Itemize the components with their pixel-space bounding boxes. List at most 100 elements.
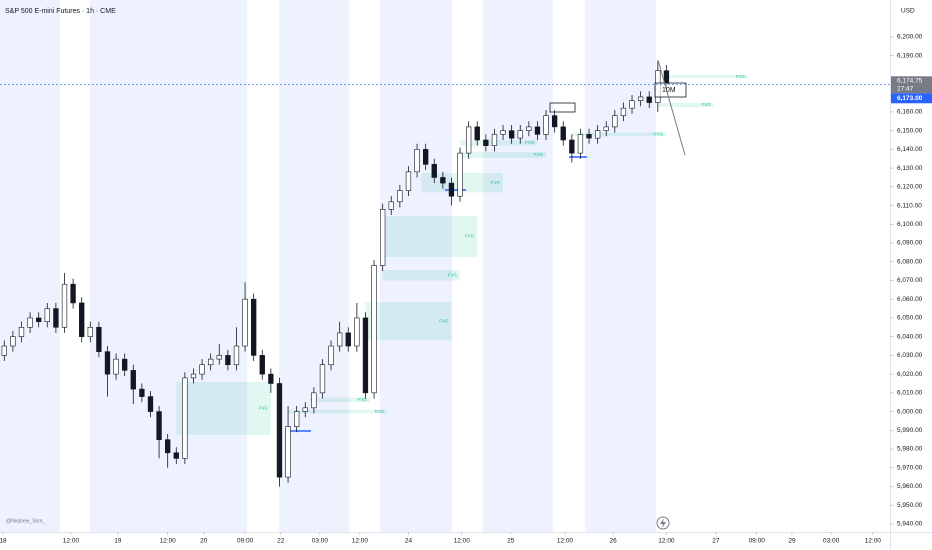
- fvg-label: FVG: [465, 234, 475, 239]
- candle-body: [362, 317, 369, 394]
- candle-body: [448, 182, 455, 197]
- fvg-zone: [666, 75, 749, 79]
- candle-body: [61, 283, 68, 328]
- fvg-zone: [309, 397, 370, 403]
- candle-body: [1, 345, 7, 356]
- watermark: @Nephew_Sam_: [6, 518, 45, 524]
- fvg-label: FVG: [525, 140, 535, 145]
- candle-body: [36, 317, 42, 322]
- fvg-zone: [288, 409, 387, 414]
- x-tick-label: 20: [200, 538, 208, 545]
- candle-body: [285, 426, 291, 478]
- y-tick-label: 6,060.00: [897, 296, 923, 303]
- candle-body: [577, 134, 584, 154]
- candle-body: [208, 358, 214, 366]
- fvg-zone: [460, 140, 538, 146]
- candle-body: [147, 396, 154, 412]
- candle-body: [225, 355, 231, 366]
- candle-body: [122, 358, 128, 371]
- candle-body: [431, 164, 437, 178]
- candle-body: [345, 332, 351, 347]
- y-tick-label: 6,120.00: [897, 184, 923, 191]
- y-tick-label: 6,100.00: [897, 221, 923, 228]
- candle-body: [53, 308, 59, 328]
- fvg-zone: [571, 132, 667, 137]
- candle-body: [620, 107, 627, 116]
- session-band: [0, 0, 60, 532]
- candle-body: [294, 411, 300, 427]
- currency: USD: [901, 8, 915, 15]
- x-tick-label: 25: [507, 538, 515, 545]
- candle-body: [87, 326, 93, 337]
- session-band: [380, 0, 452, 532]
- candle-body: [139, 388, 145, 397]
- candle-body: [199, 364, 205, 375]
- candle-body: [216, 355, 222, 360]
- candle-body: [328, 345, 334, 366]
- sessions: [0, 0, 656, 532]
- candle-body: [483, 139, 489, 146]
- candle-body: [663, 70, 670, 85]
- candle-body: [637, 96, 644, 101]
- fvg-label: FVG: [654, 132, 664, 137]
- last-price-label: 6,174.75: [897, 77, 923, 84]
- y-tick-label: 6,020.00: [897, 371, 923, 378]
- candle-body: [612, 115, 618, 128]
- candle-body: [500, 130, 506, 135]
- fvg-label: FVG: [736, 74, 746, 79]
- x-tick-label: 12:00: [454, 538, 471, 545]
- y-tick-label: 6,050.00: [897, 315, 923, 322]
- fvg-label: FVG: [534, 152, 544, 157]
- candle-body: [603, 126, 609, 131]
- y-tick-label: 6,130.00: [897, 165, 923, 172]
- marker-price-box: [891, 93, 932, 104]
- candle-body: [242, 298, 248, 347]
- x-tick-label: 09:00: [237, 538, 254, 545]
- y-tick-label: 6,080.00: [897, 258, 923, 265]
- candle-body: [457, 152, 463, 197]
- countdown: 27:47: [897, 85, 914, 92]
- x-tick-label: 19: [114, 538, 122, 545]
- trend-line: [657, 59, 686, 156]
- fvg-label: FVG: [259, 406, 269, 411]
- candle-body: [379, 208, 386, 266]
- candle-body: [371, 265, 377, 394]
- fvg-zone: [382, 216, 478, 258]
- candle-body: [319, 364, 326, 394]
- candle-body: [397, 190, 403, 203]
- candle-body: [336, 332, 343, 347]
- candle-body: [268, 373, 274, 384]
- box-drawing: [549, 102, 576, 113]
- last-price-box: [891, 76, 932, 94]
- x-tick-label: 12:00: [865, 538, 882, 545]
- candle-body: [104, 351, 111, 375]
- y-tick-label: 6,010.00: [897, 390, 923, 397]
- candle-body: [586, 134, 592, 139]
- candle-body: [79, 302, 85, 337]
- candle-body: [27, 317, 33, 328]
- candle-body: [526, 126, 532, 131]
- candle-body: [233, 345, 240, 366]
- y-tick-label: 6,090.00: [897, 240, 923, 247]
- y-tick-label: 6,040.00: [897, 333, 923, 340]
- x-tick-label: 27: [712, 538, 720, 545]
- candle-body: [302, 407, 308, 412]
- fvg-zone: [365, 302, 452, 341]
- marker-price-label: 6,173.00: [897, 95, 923, 102]
- icon: [660, 518, 666, 528]
- candle-body: [276, 383, 283, 478]
- candle-body: [474, 126, 480, 141]
- session-band: [585, 0, 656, 532]
- x-tick-label: 12:00: [557, 538, 574, 545]
- candle-body: [465, 126, 472, 154]
- x-tick-label: 03:00: [823, 538, 840, 545]
- x-tick-label: 18: [0, 538, 7, 545]
- fvg-label: FVG: [375, 409, 385, 414]
- candle-body: [508, 130, 515, 139]
- candle-body: [414, 149, 420, 173]
- y-tick-label: 6,140.00: [897, 146, 923, 153]
- fvg-label: FVG: [448, 272, 458, 277]
- x-tick-label: 29: [788, 538, 796, 545]
